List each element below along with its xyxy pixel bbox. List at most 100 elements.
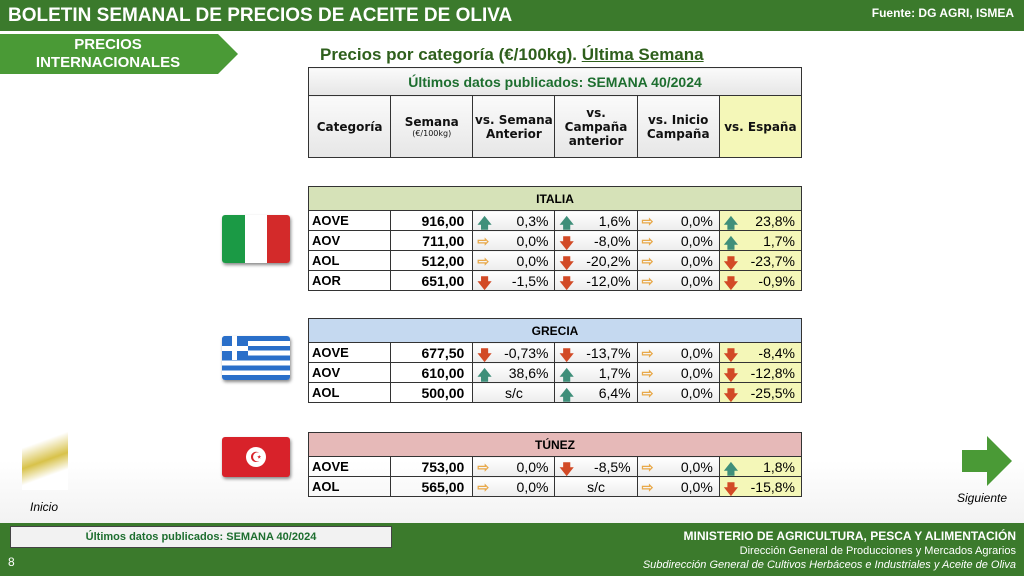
- change-cell: 🡇 -15,8%: [718, 476, 803, 497]
- change-value: 1,8%: [763, 458, 795, 475]
- arrow-up-icon: 🡅: [723, 215, 739, 231]
- change-value: 6,4%: [598, 384, 631, 401]
- change-value: -20,2%: [586, 252, 631, 269]
- country-table: GRECIA AOVE 677,50 🡇 -0,73% 🡇 -13,7% ⇨ 0,0% 🡇 -8,4…: [307, 318, 803, 403]
- footer-published: Últimos datos publicados: SEMANA 40/2024: [10, 526, 392, 548]
- arrow-right-icon: ⇨: [641, 345, 654, 361]
- arrow-right-icon: ⇨: [477, 233, 490, 249]
- change-cell: s/c: [472, 382, 556, 403]
- arrow-right-icon: ⇨: [477, 253, 490, 269]
- arrow-right-icon: ⇨: [641, 385, 654, 401]
- arrow-up-icon: 🡅: [559, 387, 574, 403]
- change-cell: 🡅 23,8%: [718, 210, 803, 231]
- change-cell: ⇨ 0,0%: [636, 476, 720, 497]
- change-cell: s/c: [554, 476, 638, 497]
- arrow-right-icon: ⇨: [641, 233, 654, 249]
- title-underlined: Última Semana: [581, 45, 704, 64]
- arrow-right-icon: ⇨: [641, 253, 654, 269]
- section-tab-precios-internacionales[interactable]: PRECIOS INTERNACIONALES: [0, 34, 238, 74]
- change-cell: 🡇 -13,7%: [554, 342, 638, 363]
- table-row: AOVE 916,00 🡅 0,3% 🡅 1,6% ⇨ 0,0% 🡅 23,8%: [307, 210, 803, 231]
- change-value: s/c: [587, 478, 605, 495]
- change-cell: 🡅 38,6%: [472, 362, 556, 383]
- italy-flag: [222, 215, 290, 263]
- next-label[interactable]: Siguiente: [957, 491, 1008, 505]
- table-row: AOL 500,00 s/c 🡅 6,4% ⇨ 0,0% 🡇 -25,5%: [307, 382, 803, 403]
- change-value: 0,0%: [680, 364, 713, 381]
- arrow-up-icon: 🡅: [559, 215, 574, 231]
- change-value: 0,0%: [516, 478, 549, 495]
- table-row: AOV 711,00 ⇨ 0,0% 🡇 -8,0% ⇨ 0,0% 🡅 1,7%: [307, 230, 803, 251]
- category-cell: AOL: [307, 382, 392, 403]
- change-cell: ⇨ 0,0%: [636, 230, 720, 251]
- arrow-up-icon: 🡅: [477, 367, 492, 383]
- country-header: ITALIA: [308, 186, 802, 211]
- arrow-right-icon: ⇨: [477, 459, 490, 475]
- change-cell: 🡇 -25,5%: [718, 382, 803, 403]
- price-cell: 916,00: [390, 210, 474, 231]
- country-header: TÚNEZ: [308, 432, 802, 457]
- price-cell: 512,00: [390, 250, 474, 271]
- change-value: -8,4%: [758, 344, 795, 361]
- change-cell: ⇨ 0,0%: [636, 456, 720, 477]
- page-number: 8: [8, 555, 15, 569]
- greece-flag: [222, 336, 290, 380]
- change-value: 0,0%: [680, 272, 713, 289]
- source-label: Fuente: DG AGRI, ISMEA: [871, 6, 1014, 20]
- change-value: 0,3%: [516, 212, 549, 229]
- price-cell: 610,00: [390, 362, 474, 383]
- next-arrow-icon[interactable]: [962, 436, 1012, 486]
- arrow-down-icon: 🡇: [723, 387, 739, 403]
- change-value: 0,0%: [680, 458, 713, 475]
- change-cell: 🡇 -0,73%: [472, 342, 556, 363]
- category-cell: AOV: [307, 362, 392, 383]
- col-vs-inicio: vs. Inicio Campaña: [636, 95, 720, 158]
- olive-oil-home-image[interactable]: [22, 423, 68, 490]
- table-row: AOL 565,00 ⇨ 0,0% s/c ⇨ 0,0% 🡇 -15,8%: [307, 476, 803, 497]
- home-label[interactable]: Inicio: [30, 500, 59, 514]
- change-cell: 🡇 -0,9%: [718, 270, 803, 291]
- arrow-right-icon: ⇨: [477, 479, 490, 495]
- change-value: 38,6%: [508, 364, 549, 381]
- col-unit: (€/100kg): [412, 129, 452, 138]
- change-value: 0,0%: [680, 384, 713, 401]
- arrow-up-icon: 🡅: [559, 367, 574, 383]
- change-cell: 🡇 -20,2%: [554, 250, 638, 271]
- change-value: 1,7%: [763, 232, 795, 249]
- change-cell: ⇨ 0,0%: [636, 342, 720, 363]
- change-cell: ⇨ 0,0%: [472, 456, 556, 477]
- price-cell: 500,00: [390, 382, 474, 403]
- change-value: 0,0%: [516, 232, 549, 249]
- change-cell: 🡅 1,7%: [554, 362, 638, 383]
- change-cell: 🡅 1,8%: [718, 456, 803, 477]
- ministry-name: MINISTERIO DE AGRICULTURA, PESCA Y ALIME…: [683, 529, 1016, 543]
- tab-line2: INTERNACIONALES: [35, 54, 181, 71]
- change-cell: 🡅 0,3%: [472, 210, 556, 231]
- change-cell: ⇨ 0,0%: [636, 382, 720, 403]
- change-value: 0,0%: [516, 458, 549, 475]
- change-value: -8,5%: [594, 458, 631, 475]
- category-cell: AOVE: [307, 342, 392, 363]
- price-cell: 753,00: [390, 456, 474, 477]
- tunisia-flag: ☪: [222, 437, 290, 477]
- change-cell: ⇨ 0,0%: [472, 250, 556, 271]
- change-value: 23,8%: [755, 212, 795, 229]
- change-value: -0,9%: [758, 272, 795, 289]
- tab-line1: PRECIOS: [74, 36, 142, 53]
- change-value: s/c: [504, 384, 523, 401]
- arrow-down-icon: 🡇: [559, 235, 574, 251]
- change-value: -23,7%: [750, 252, 795, 269]
- change-value: -8,0%: [594, 232, 631, 249]
- change-cell: 🡅 1,7%: [718, 230, 803, 251]
- col-categoria: Categoría: [307, 95, 392, 158]
- country-header: GRECIA: [308, 318, 802, 343]
- change-value: 1,6%: [598, 212, 631, 229]
- arrow-down-icon: 🡇: [559, 347, 574, 363]
- arrow-down-icon: 🡇: [723, 275, 739, 291]
- col-vs-espana: vs. España: [718, 95, 803, 158]
- subdirectorate: Subdirección General de Cultivos Herbáce…: [642, 559, 1016, 571]
- change-cell: 🡇 -12,0%: [554, 270, 638, 291]
- change-cell: ⇨ 0,0%: [636, 210, 720, 231]
- col-semana-label: Semana: [404, 115, 459, 129]
- change-cell: 🡅 6,4%: [554, 382, 638, 403]
